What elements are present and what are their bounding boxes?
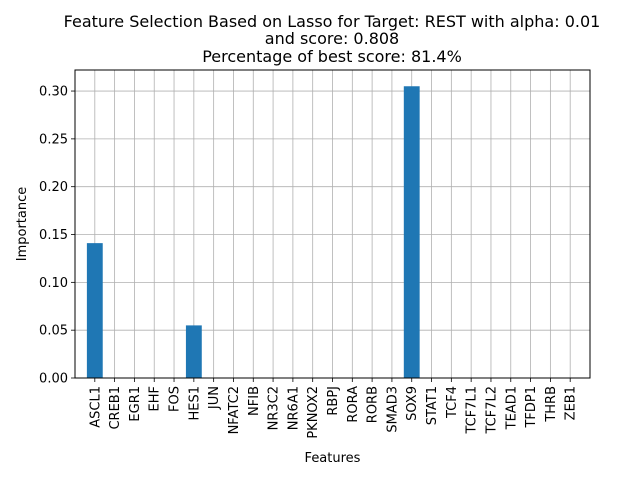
x-tick-label: TEAD1 [504,386,519,430]
bar-hes1 [185,325,202,378]
x-tick-label: TCF7L1 [465,386,480,435]
y-axis-label: Importance [15,187,30,262]
x-tick-label: RORA [346,386,361,423]
x-tick-label: RBPJ [326,386,341,416]
x-tick-label: SMAD3 [385,386,400,433]
x-tick-label: NR3C2 [267,386,282,430]
x-tick-label: JUN [207,386,222,410]
x-tick-label: ZEB1 [564,386,579,420]
y-tick-label: 0.15 [39,228,68,243]
x-tick-label: TFDP1 [524,386,539,429]
x-tick-label: STAT1 [425,386,440,425]
gridlines [75,70,590,379]
bar-ascl1 [86,243,103,378]
x-tick-label: HES1 [187,386,202,421]
x-tick-label: NR6A1 [286,386,301,430]
chart-title-line-3: Percentage of best score: 81.4% [202,47,462,66]
x-axis-label: Features [305,451,361,466]
x-axis-ticks: ASCL1 CREB1 EGR1 EHF FOS HES1 JUN NFATC2 NFIB NR3… [88,378,579,439]
x-tick-label: CREB1 [108,386,123,430]
x-tick-label: RORB [366,386,381,423]
chart-title-line-1: Feature Selection Based on Lasso for Tar… [64,12,601,31]
y-axis-ticks: 0.00 0.05 0.10 0.15 0.20 0.25 0.30 [39,85,75,387]
chart-title-line-2: and score: 0.808 [265,29,399,48]
x-tick-label: EHF [148,386,163,411]
y-tick-label: 0.05 [39,324,68,339]
x-tick-label: PKNOX2 [306,386,321,439]
y-tick-label: 0.30 [39,85,68,100]
x-tick-label: TCF4 [445,386,460,419]
y-tick-label: 0.00 [39,372,68,387]
x-tick-label: NFIB [247,386,262,416]
bars [86,86,420,379]
y-tick-label: 0.25 [39,132,68,147]
y-tick-label: 0.10 [39,276,68,291]
bar-sox9 [403,86,420,379]
x-tick-label: TCF7L2 [484,386,499,435]
x-tick-label: NFATC2 [227,386,242,434]
x-tick-label: EGR1 [128,386,143,422]
chart-title: Feature Selection Based on Lasso for Tar… [64,12,601,66]
x-tick-label: SOX9 [405,386,420,421]
y-tick-label: 0.20 [39,180,68,195]
x-tick-label: THRB [544,386,559,423]
x-tick-label: FOS [168,386,183,412]
x-tick-label: ASCL1 [88,386,103,428]
